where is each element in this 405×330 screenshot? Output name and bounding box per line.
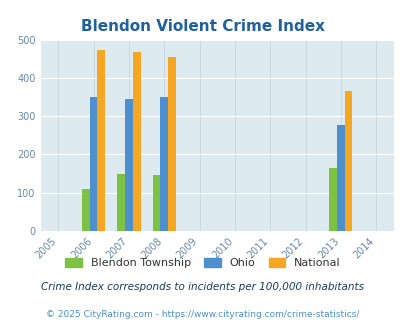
Text: Blendon Violent Crime Index: Blendon Violent Crime Index <box>81 19 324 34</box>
Bar <box>132 52 140 231</box>
Bar <box>160 97 168 231</box>
Bar <box>152 176 160 231</box>
Bar <box>90 97 97 231</box>
Bar <box>344 91 352 231</box>
Text: Crime Index corresponds to incidents per 100,000 inhabitants: Crime Index corresponds to incidents per… <box>41 282 364 292</box>
Bar <box>117 174 125 231</box>
Bar <box>82 189 90 231</box>
Bar <box>328 168 336 231</box>
Bar <box>168 57 175 231</box>
Bar <box>336 125 344 231</box>
Text: © 2025 CityRating.com - https://www.cityrating.com/crime-statistics/: © 2025 CityRating.com - https://www.city… <box>46 310 359 319</box>
Bar <box>97 50 105 231</box>
Bar <box>125 99 132 231</box>
Legend: Blendon Township, Ohio, National: Blendon Township, Ohio, National <box>60 253 345 273</box>
